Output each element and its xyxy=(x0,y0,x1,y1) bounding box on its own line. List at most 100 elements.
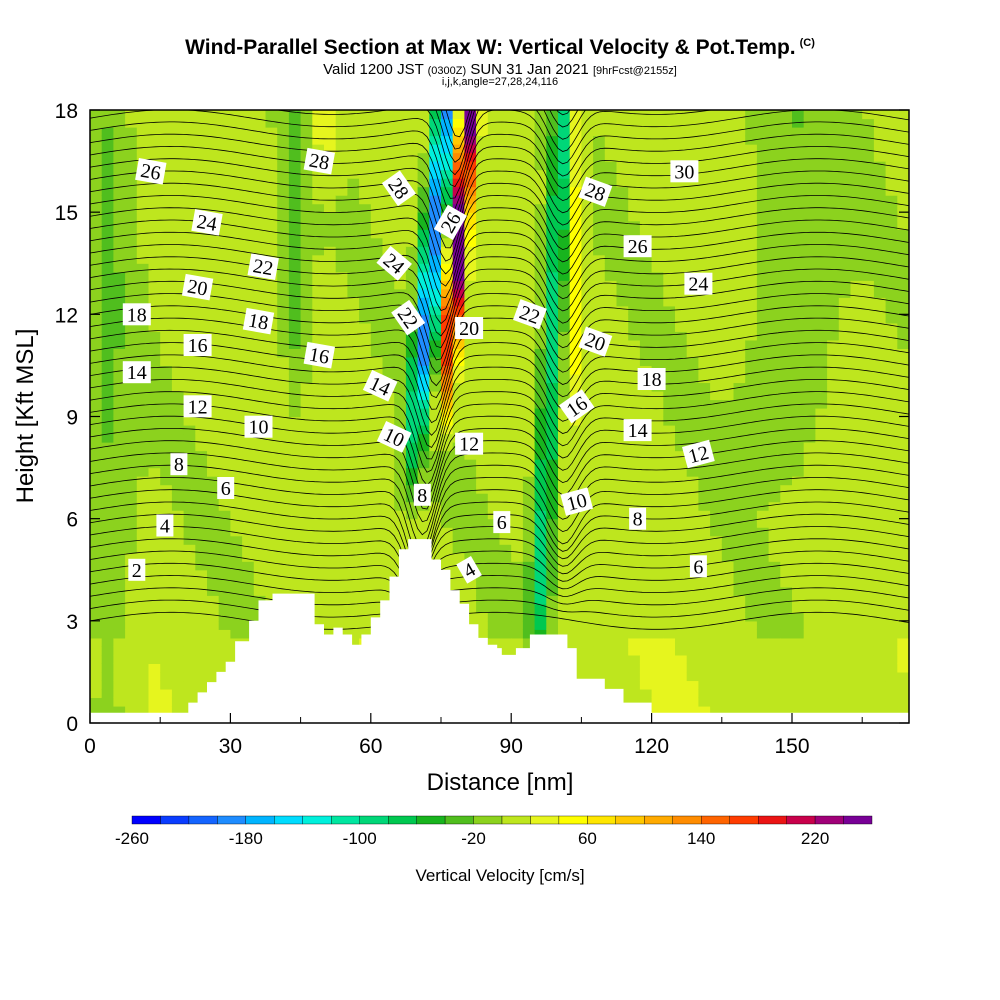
vv-cell xyxy=(136,348,150,358)
vv-cell xyxy=(125,552,138,562)
vv-cell xyxy=(207,152,220,162)
vv-cell xyxy=(441,288,454,298)
vv-cell xyxy=(768,467,781,477)
vv-cell xyxy=(885,203,898,213)
vv-cell xyxy=(581,263,594,273)
vv-cell xyxy=(686,680,699,690)
vv-cell xyxy=(616,382,629,392)
vv-cell xyxy=(581,629,594,639)
vv-cell xyxy=(417,510,430,520)
vv-cell xyxy=(405,237,419,247)
vv-cell xyxy=(558,178,571,188)
vv-cell xyxy=(885,671,898,682)
vv-cell xyxy=(581,527,594,537)
vv-cell xyxy=(780,399,793,409)
vv-cell xyxy=(125,629,138,639)
vv-cell xyxy=(218,161,231,171)
vv-cell xyxy=(733,169,746,179)
vv-cell xyxy=(148,135,161,145)
vv-cell xyxy=(745,688,758,699)
vv-cell xyxy=(873,127,887,137)
vv-cell xyxy=(873,186,887,196)
vv-cell xyxy=(300,229,313,239)
vv-cell xyxy=(827,569,840,579)
vv-cell xyxy=(686,637,699,647)
vv-cell xyxy=(873,493,887,503)
vv-cell xyxy=(569,229,582,239)
vv-cell xyxy=(207,356,220,367)
vv-cell xyxy=(136,654,150,664)
vv-cell xyxy=(768,373,781,384)
vv-cell xyxy=(862,212,875,222)
vv-cell xyxy=(838,476,852,486)
vv-cell xyxy=(850,595,863,605)
vv-cell xyxy=(768,671,781,682)
vv-cell xyxy=(183,178,196,188)
vv-cell xyxy=(569,314,582,324)
vv-cell xyxy=(101,484,114,494)
vv-cell xyxy=(838,501,852,511)
vv-cell xyxy=(768,425,781,435)
vv-cell xyxy=(628,297,641,307)
vv-cell xyxy=(288,135,302,145)
vv-cell xyxy=(581,297,594,307)
vv-cell xyxy=(335,169,348,179)
vv-cell xyxy=(160,535,173,545)
vv-cell xyxy=(300,527,313,537)
vv-cell xyxy=(499,118,512,128)
vv-cell xyxy=(558,280,571,290)
vv-cell xyxy=(183,373,196,384)
vv-cell xyxy=(441,254,454,264)
vv-cell xyxy=(242,331,255,341)
vv-cell xyxy=(675,697,688,707)
vv-cell xyxy=(558,297,571,307)
vv-cell xyxy=(593,654,606,664)
vv-cell xyxy=(721,663,735,673)
vv-cell xyxy=(288,212,302,222)
vv-cell xyxy=(148,586,161,596)
vv-cell xyxy=(558,220,571,230)
vv-cell xyxy=(277,288,290,298)
vv-cell xyxy=(253,578,267,588)
vv-cell xyxy=(873,612,887,622)
vv-cell xyxy=(464,518,477,528)
vv-cell xyxy=(558,331,571,341)
vv-cell xyxy=(756,493,770,503)
vv-cell xyxy=(721,118,735,128)
vv-cell xyxy=(113,110,126,120)
vv-cell xyxy=(628,697,641,707)
vv-cell xyxy=(511,442,524,452)
vv-cell xyxy=(651,254,664,264)
vv-cell xyxy=(827,646,840,656)
vv-cell xyxy=(733,246,746,256)
vv-cell xyxy=(476,484,489,494)
vv-cell xyxy=(792,271,805,281)
vv-cell xyxy=(710,527,723,537)
vv-cell xyxy=(768,152,781,162)
vv-cell xyxy=(183,186,196,196)
vv-cell xyxy=(452,127,465,137)
vv-cell xyxy=(101,493,114,503)
vv-cell xyxy=(277,305,290,315)
vv-cell xyxy=(335,569,348,579)
vv-cell xyxy=(207,544,220,554)
vv-cell xyxy=(487,152,501,162)
vv-cell xyxy=(815,544,828,554)
vv-cell xyxy=(511,450,524,460)
vv-cell xyxy=(441,442,454,452)
vv-cell xyxy=(265,442,278,452)
vv-cell xyxy=(862,339,875,349)
vv-cell xyxy=(312,569,325,579)
vv-cell xyxy=(616,322,629,332)
vv-cell xyxy=(838,688,852,699)
vv-cell xyxy=(534,348,547,358)
vv-cell xyxy=(850,663,863,673)
vv-cell xyxy=(616,288,629,298)
vv-cell xyxy=(803,527,816,537)
vv-cell xyxy=(499,220,512,230)
vv-cell xyxy=(803,646,816,656)
vv-cell xyxy=(815,348,828,358)
vv-cell xyxy=(815,229,828,239)
vv-cell xyxy=(335,407,348,418)
vv-cell xyxy=(546,365,559,375)
